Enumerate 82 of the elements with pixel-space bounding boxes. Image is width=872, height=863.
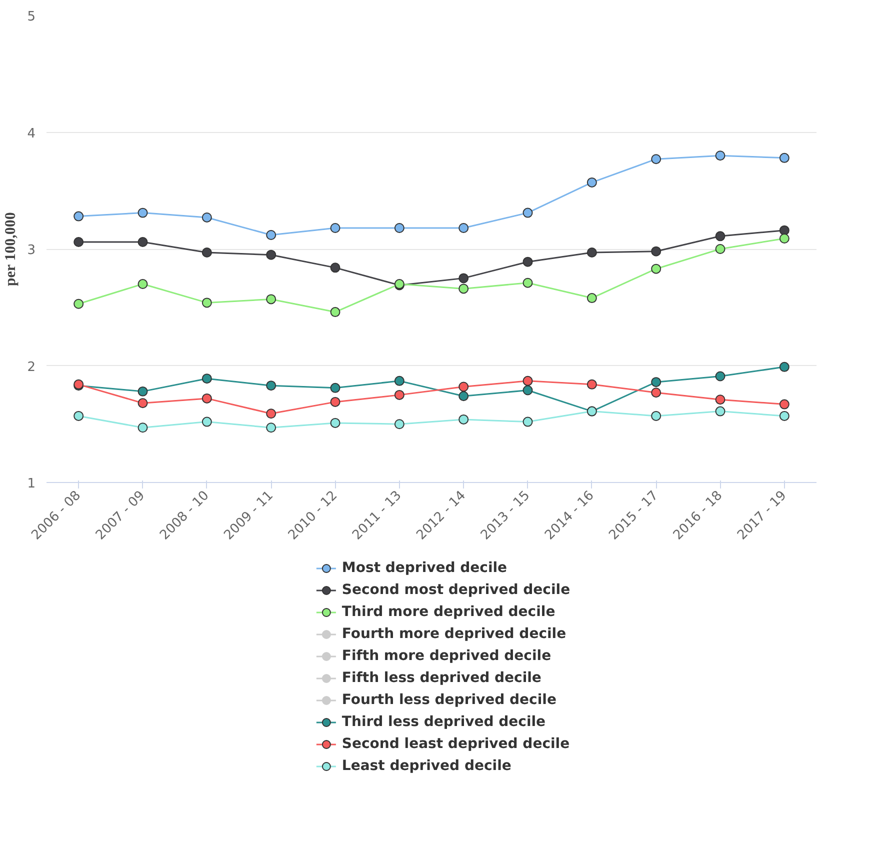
point [394, 419, 404, 430]
point [715, 150, 726, 161]
point [522, 385, 533, 396]
legend-label: Second most deprived decile [342, 581, 570, 600]
point [458, 414, 469, 424]
legend-label: Most deprived decile [342, 559, 508, 578]
legend-label: Fourth less deprived decile [342, 691, 556, 710]
y-tick-label: 5 [27, 10, 36, 24]
y-tick-label: 2 [27, 360, 36, 375]
legend-label: Fifth less deprived decile [342, 669, 542, 688]
point [394, 390, 404, 400]
legend-label: Third more deprived decile [342, 603, 556, 622]
point [779, 362, 790, 372]
point [458, 284, 469, 294]
point [330, 396, 340, 407]
point [394, 376, 404, 386]
point [586, 248, 597, 258]
point [330, 262, 340, 273]
point [522, 416, 533, 427]
point [138, 279, 148, 290]
point [266, 230, 276, 240]
point [266, 294, 276, 304]
point [202, 248, 212, 258]
point [522, 278, 533, 288]
point [74, 298, 84, 309]
point [651, 410, 662, 421]
legend-label: Least deprived decile [342, 757, 512, 776]
y-tick-label: 4 [27, 126, 36, 142]
point [522, 376, 533, 386]
point [458, 391, 469, 402]
point [202, 374, 212, 384]
point [74, 410, 84, 421]
point [651, 264, 662, 274]
point [202, 212, 212, 222]
point [330, 418, 340, 428]
point [651, 388, 662, 398]
point [138, 386, 148, 396]
y-tick-label: 3 [27, 243, 36, 258]
point [138, 398, 148, 408]
point [715, 244, 726, 254]
point [394, 222, 404, 233]
point [330, 222, 340, 233]
point [715, 394, 726, 405]
point [266, 422, 276, 433]
point [779, 399, 790, 410]
point [138, 422, 148, 433]
point [330, 382, 340, 393]
y-axis-title: per 100,000 [3, 212, 20, 286]
legend-label: Third less deprived decile [342, 713, 546, 732]
point [651, 377, 662, 388]
point [779, 225, 790, 236]
point [586, 293, 597, 304]
point [779, 234, 790, 244]
point [458, 273, 469, 284]
point [651, 246, 662, 256]
point [586, 379, 597, 390]
point [202, 416, 212, 427]
point [779, 152, 790, 163]
point [651, 154, 662, 164]
point [458, 382, 469, 392]
legend-label: Fourth more deprived decile [342, 625, 566, 644]
point [458, 222, 469, 233]
point [715, 406, 726, 416]
point [330, 307, 340, 318]
point [266, 250, 276, 260]
point [74, 237, 84, 247]
point [266, 408, 276, 419]
point [74, 211, 84, 222]
point [138, 237, 148, 247]
point [138, 208, 148, 218]
legend-label: Second least deprived decile [342, 735, 570, 754]
point [586, 177, 597, 188]
point [715, 231, 726, 242]
point [202, 298, 212, 308]
legend-label: Fifth more deprived decile [342, 647, 552, 666]
point [202, 393, 212, 404]
point [522, 256, 533, 267]
point [522, 208, 533, 218]
point [715, 371, 726, 382]
point [266, 380, 276, 391]
y-tick-label: 1 [27, 476, 36, 492]
point [779, 410, 790, 421]
